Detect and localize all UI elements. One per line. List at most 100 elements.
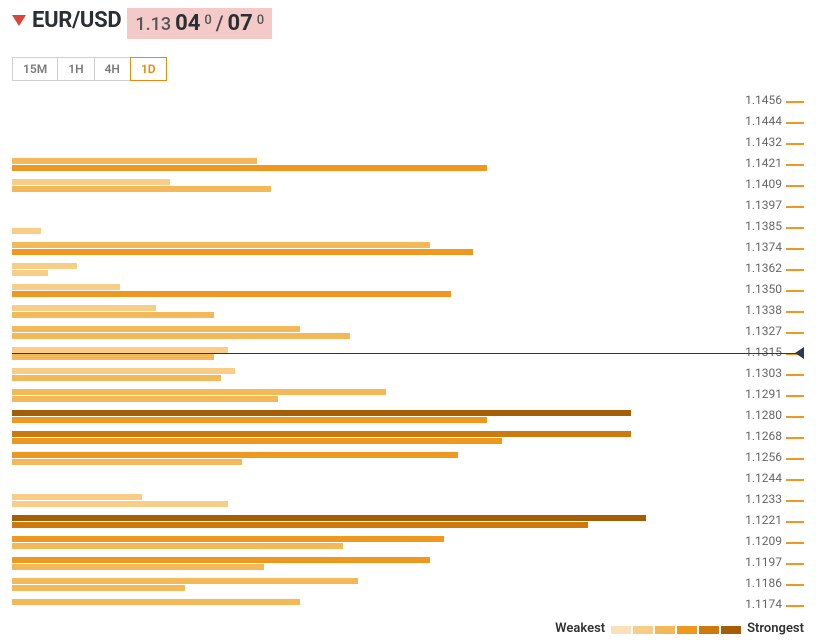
quote-base: 1.13: [135, 14, 171, 35]
tick-mark: [786, 542, 804, 544]
price-row: 1.1186: [12, 574, 804, 595]
tab-1h[interactable]: 1H: [57, 57, 94, 81]
ask-sup: 0: [257, 13, 264, 28]
price-row: 1.1303: [12, 364, 804, 385]
legend-swatch: [699, 626, 719, 634]
tick-mark: [786, 164, 804, 166]
strength-bar: [12, 522, 588, 528]
strength-bar: [12, 417, 487, 423]
strength-bar: [12, 494, 142, 500]
price-label: 1.1456: [745, 93, 782, 107]
bid-sup: 0: [204, 13, 211, 28]
tick-mark: [786, 605, 804, 607]
price-label: 1.1421: [745, 156, 782, 170]
price-label: 1.1327: [745, 324, 782, 338]
strength-bar: [12, 585, 185, 591]
strength-bar: [12, 501, 228, 507]
price-row: 1.1268: [12, 427, 804, 448]
tick-mark: [786, 416, 804, 418]
tick-mark: [786, 521, 804, 523]
tick-mark: [786, 311, 804, 313]
price-label: 1.1221: [745, 513, 782, 527]
strength-bar: [12, 515, 646, 521]
strength-bar: [12, 564, 264, 570]
tick-mark: [786, 206, 804, 208]
tab-1d[interactable]: 1D: [130, 57, 167, 81]
price-label: 1.1444: [745, 114, 782, 128]
tick-mark: [786, 101, 804, 103]
strength-bar: [12, 368, 235, 374]
strength-legend: Weakest Strongest: [555, 621, 804, 636]
strength-bar: [12, 599, 300, 605]
price-label: 1.1374: [745, 240, 782, 254]
quote-box: 1.13 04 0 / 07 0: [127, 8, 272, 39]
price-label: 1.1338: [745, 303, 782, 317]
price-label: 1.1362: [745, 261, 782, 275]
price-label: 1.1397: [745, 198, 782, 212]
price-label: 1.1256: [745, 450, 782, 464]
price-row: 1.1362: [12, 259, 804, 280]
tick-mark: [786, 332, 804, 334]
strength-bar: [12, 389, 386, 395]
strength-bar: [12, 179, 170, 185]
strength-bar: [12, 284, 120, 290]
tick-mark: [786, 395, 804, 397]
price-label: 1.1280: [745, 408, 782, 422]
tick-mark: [786, 437, 804, 439]
quote-header: EUR/USD 1.13 04 0 / 07 0: [12, 8, 804, 39]
tick-mark: [786, 458, 804, 460]
timeframe-tabs: 15M1H4H1D: [12, 57, 804, 81]
strength-bar: [12, 228, 41, 234]
tab-15m[interactable]: 15M: [12, 57, 58, 81]
price-row: 1.1409: [12, 175, 804, 196]
price-row: 1.1244: [12, 469, 804, 490]
strength-bar: [12, 431, 631, 437]
tab-4h[interactable]: 4H: [94, 57, 131, 81]
price-label: 1.1303: [745, 366, 782, 380]
tick-mark: [786, 584, 804, 586]
bid-big: 04: [175, 11, 200, 36]
legend-swatch: [655, 626, 675, 634]
price-label: 1.1186: [745, 576, 782, 590]
tick-mark: [786, 563, 804, 565]
strength-bar: [12, 354, 214, 360]
strength-bar: [12, 165, 487, 171]
price-label: 1.1197: [745, 555, 782, 569]
tick-mark: [786, 479, 804, 481]
legend-swatch: [633, 626, 653, 634]
price-row: 1.1197: [12, 553, 804, 574]
price-label: 1.1315: [745, 345, 782, 359]
price-row: 1.1350: [12, 280, 804, 301]
tick-mark: [786, 227, 804, 229]
price-label: 1.1244: [745, 471, 782, 485]
price-label: 1.1385: [745, 219, 782, 233]
price-row: 1.1338: [12, 301, 804, 322]
legend-swatch: [721, 626, 741, 634]
price-label: 1.1174: [745, 597, 782, 611]
strength-bar: [12, 305, 156, 311]
price-row: 1.1256: [12, 448, 804, 469]
down-arrow-icon: [12, 15, 26, 26]
price-row: 1.1385: [12, 217, 804, 238]
price-row: 1.1374: [12, 238, 804, 259]
price-row: 1.1456: [12, 91, 804, 112]
price-label: 1.1432: [745, 135, 782, 149]
strength-bar: [12, 270, 48, 276]
strength-bar: [12, 410, 631, 416]
strength-bar: [12, 186, 271, 192]
price-row: 1.1174: [12, 595, 804, 616]
legend-swatches: [611, 624, 741, 634]
tick-mark: [786, 374, 804, 376]
price-row: 1.1444: [12, 112, 804, 133]
price-label: 1.1233: [745, 492, 782, 506]
chart-rows: 1.1456 1.1444 1.1432 1.1421 1.1409 1.1397 1.13…: [12, 91, 804, 616]
price-row: 1.1233: [12, 490, 804, 511]
tick-mark: [786, 290, 804, 292]
instrument-pair: EUR/USD: [32, 8, 121, 33]
strength-bar: [12, 291, 451, 297]
price-row: 1.1221: [12, 511, 804, 532]
price-label: 1.1409: [745, 177, 782, 191]
price-label: 1.1350: [745, 282, 782, 296]
strength-bar: [12, 263, 77, 269]
ask-big: 07: [228, 11, 253, 36]
